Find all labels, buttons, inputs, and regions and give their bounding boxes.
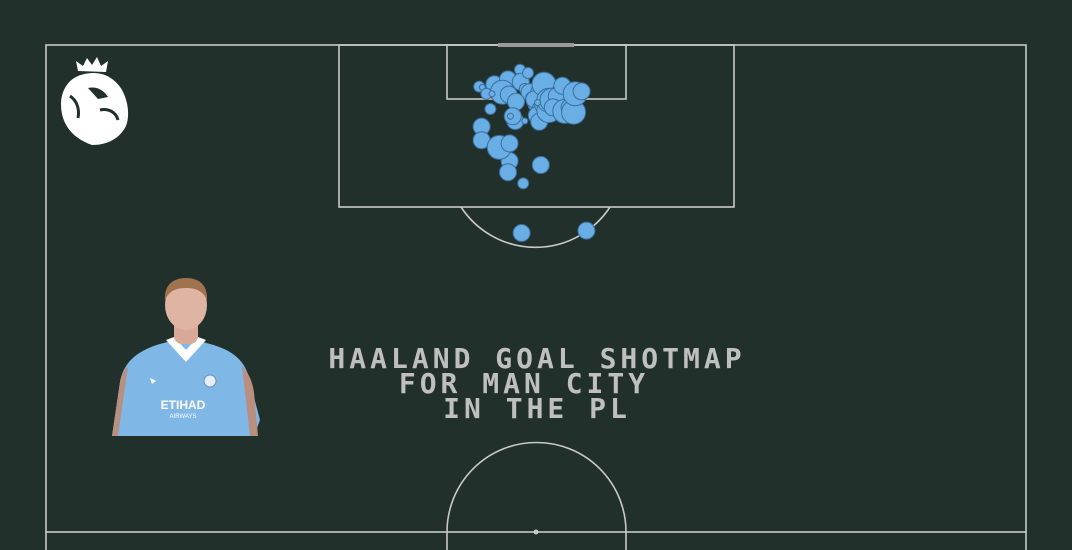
shot-point: [484, 103, 497, 115]
svg-text:ETIHAD: ETIHAD: [161, 398, 206, 412]
shot-point: [488, 90, 496, 98]
center-spot: [533, 529, 539, 535]
shot-point: [521, 117, 529, 125]
shot-point: [572, 82, 591, 101]
shot-point: [531, 156, 550, 174]
title-line-3: IN THE PL: [443, 392, 631, 425]
title-line-2: FOR MAN CITY: [399, 367, 649, 400]
shots-layer: [472, 63, 596, 242]
shot-point: [517, 177, 530, 190]
premier-league-lion-logo: [61, 57, 129, 145]
title-line-1: HAALAND GOAL SHOTMAP: [328, 342, 745, 375]
shot-point: [577, 221, 596, 240]
shot-point: [522, 67, 534, 79]
shot-point: [506, 112, 514, 120]
shot-point: [499, 163, 517, 182]
shot-point: [534, 99, 542, 107]
shot-point: [512, 224, 531, 242]
svg-text:AIRWAYS: AIRWAYS: [170, 414, 197, 420]
penalty-arc: [460, 206, 611, 249]
player-portrait: ETIHAD AIRWAYS: [112, 278, 260, 436]
crown-icon: [76, 57, 108, 72]
shot-point: [500, 134, 519, 153]
lion-head-icon: [61, 73, 129, 145]
center-circle: [446, 441, 627, 550]
